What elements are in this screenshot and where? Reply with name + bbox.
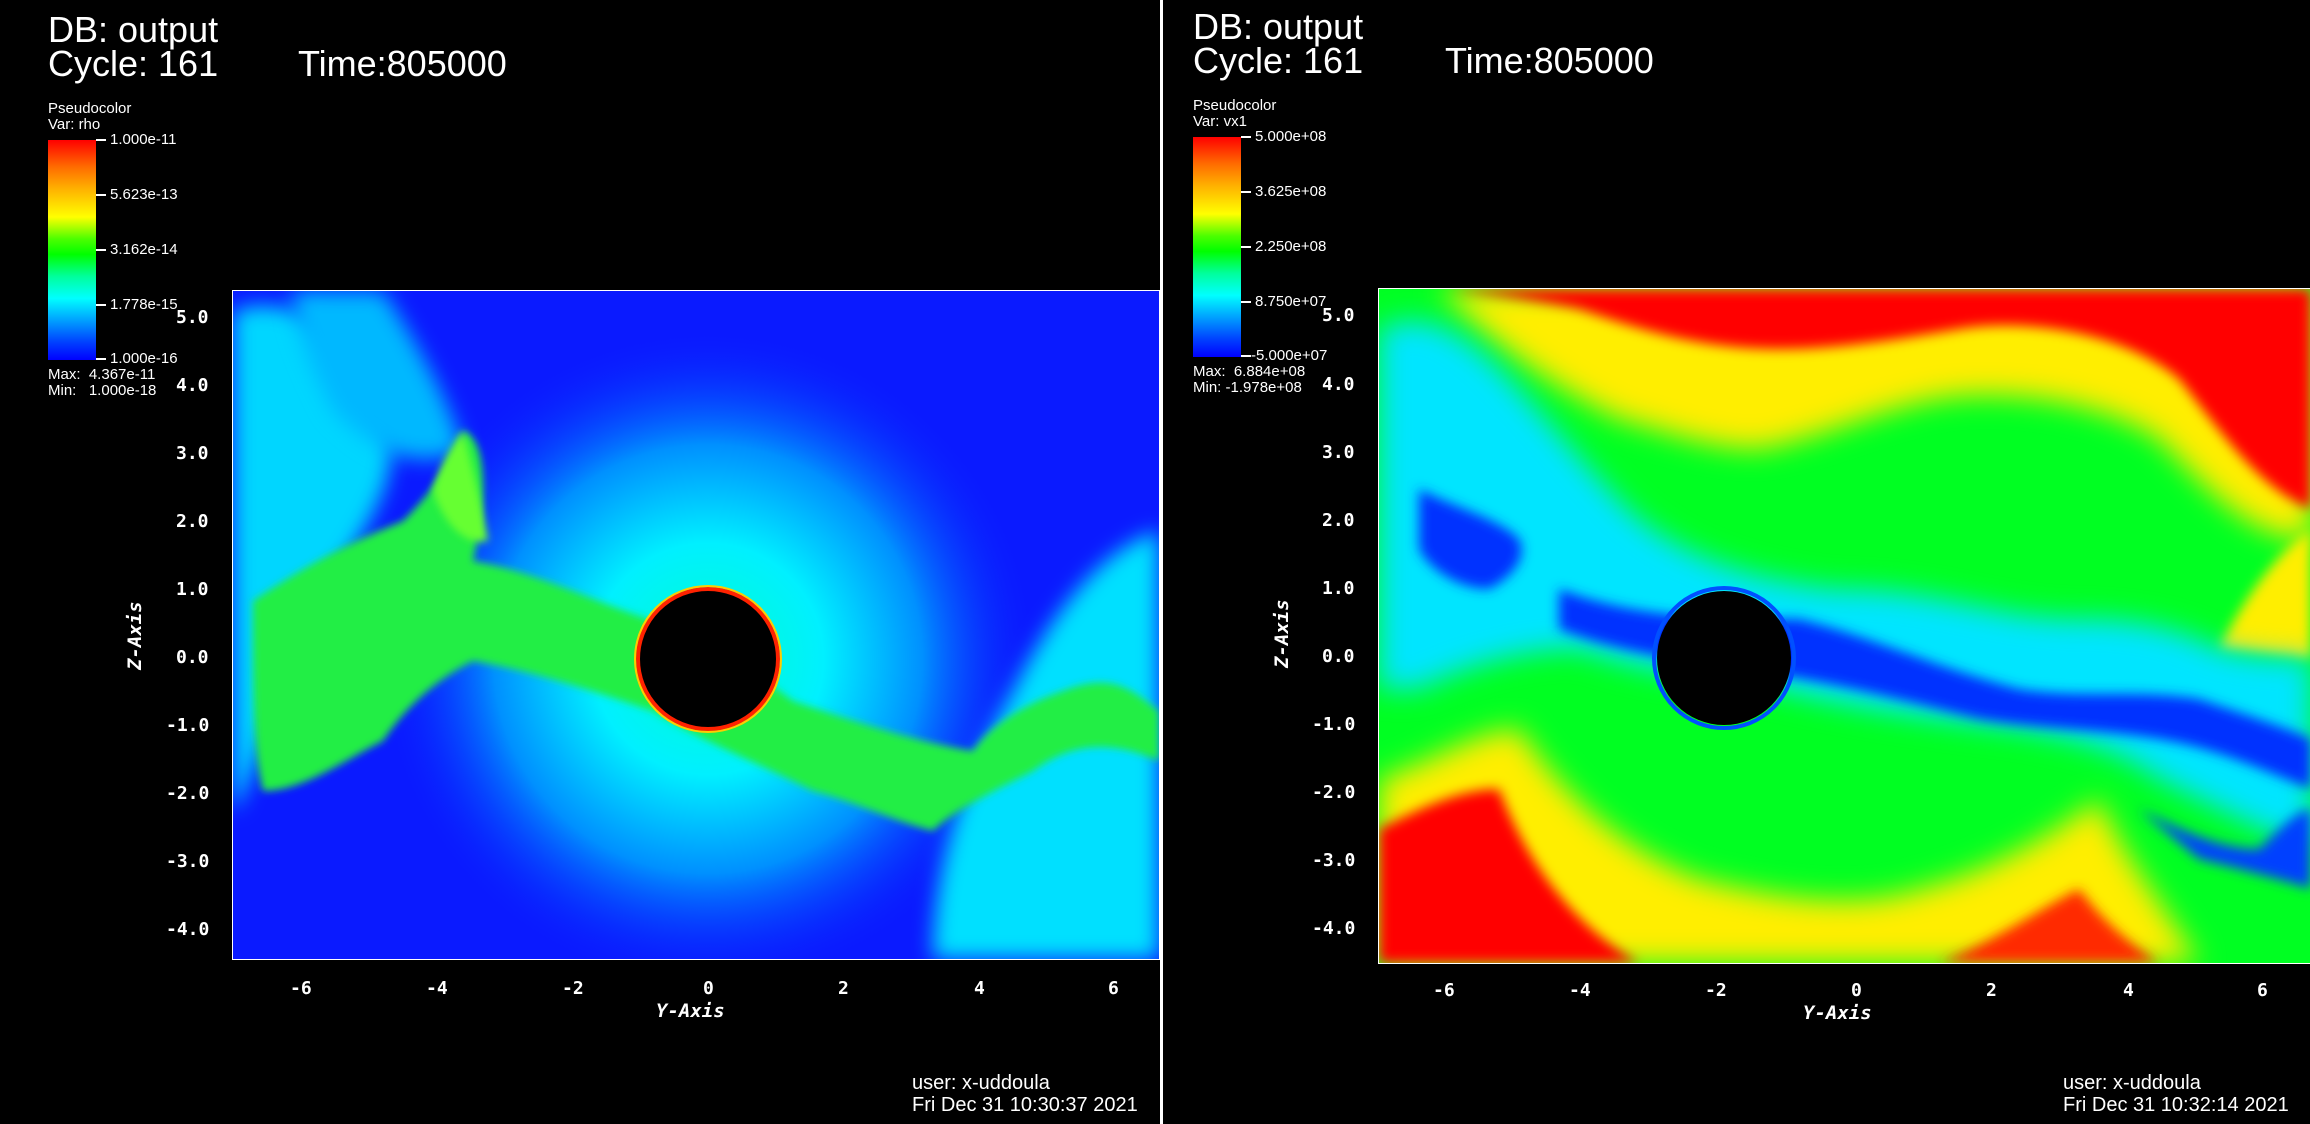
legend-min: Min: -1.978e+08 (1193, 379, 1302, 396)
cycle-label: Cycle: 161 (1193, 40, 1364, 81)
colorbar-tick (1241, 301, 1251, 303)
x-axis-label: Y-Axis (1803, 1002, 1872, 1024)
x-tick-label: -4 (426, 978, 448, 999)
x-tick-label: 6 (2257, 980, 2268, 1001)
time-label: Time:805000 (1445, 40, 1654, 81)
colorbar-tick (96, 249, 106, 251)
x-tick-label: -6 (1433, 980, 1455, 1001)
user-label: user: x-uddoula (2063, 1072, 2201, 1094)
database-label: DB: output (1193, 6, 1364, 47)
y-axis-label: Z-Axis (124, 601, 146, 670)
y-tick-label: 3.0 (1322, 442, 1355, 463)
y-tick-label: 1.0 (176, 579, 209, 600)
colorbar-tick-label: 5.000e+08 (1255, 128, 1327, 145)
x-tick-label: 0 (1851, 980, 1862, 1001)
colorbar-tick (96, 194, 106, 196)
legend-max: Max: 6.884e+08 (1193, 363, 1306, 380)
y-tick-label: 2.0 (1322, 510, 1355, 531)
y-tick-label: 4.0 (1322, 374, 1355, 395)
cycle-label: Cycle: 161 (48, 43, 219, 84)
y-tick-label: 1.0 (1322, 578, 1355, 599)
colorbar (1193, 137, 1241, 357)
colorbar-tick (1241, 355, 1251, 357)
legend-variable: Var: rho (48, 116, 101, 133)
y-tick-label: -3.0 (1312, 850, 1356, 871)
y-tick-label: -4.0 (166, 919, 210, 940)
y-tick-label: 5.0 (1322, 305, 1355, 326)
legend-title: Pseudocolor (1193, 97, 1277, 114)
x-tick-label: 6 (1108, 978, 1119, 999)
colorbar-tick-label: 8.750e+07 (1255, 293, 1327, 310)
panel-divider (1160, 0, 1163, 1124)
y-tick-label: -1.0 (166, 715, 210, 736)
colorbar-tick (1241, 191, 1251, 193)
x-tick-label: 4 (974, 978, 985, 999)
legend-variable: Var: vx1 (1193, 113, 1247, 130)
y-tick-label: -2.0 (166, 783, 210, 804)
x-tick-label: 0 (703, 978, 714, 999)
colorbar (48, 140, 96, 360)
right-visualization-panel: DB: output Cycle: 161 Time:805000 Pseudo… (1163, 0, 2310, 1124)
time-label: Time:805000 (298, 43, 507, 84)
colorbar-tick (1241, 246, 1251, 248)
colorbar-tick-label: -5.000e+07 (1251, 347, 1328, 364)
velocity-field (1379, 289, 2310, 963)
density-field (233, 291, 1159, 959)
y-tick-label: 2.0 (176, 511, 209, 532)
colorbar-tick-label: 3.625e+08 (1255, 183, 1327, 200)
y-tick-label: -3.0 (166, 851, 210, 872)
y-axis-label: Z-Axis (1271, 599, 1293, 668)
x-tick-label: 2 (1986, 980, 1997, 1001)
colorbar-tick-label: 1.000e-11 (110, 131, 177, 148)
y-tick-label: 0.0 (1322, 646, 1355, 667)
legend-min: Min: 1.000e-18 (48, 382, 157, 399)
y-tick-label: 5.0 (176, 307, 209, 328)
date-label: Fri Dec 31 10:30:37 2021 (912, 1094, 1138, 1116)
y-tick-label: -4.0 (1312, 918, 1356, 939)
user-label: user: x-uddoula (912, 1072, 1050, 1094)
density-plot (232, 290, 1160, 960)
colorbar-tick (96, 358, 106, 360)
legend-max: Max: 4.367e-11 (48, 366, 156, 383)
colorbar-tick-label: 1.000e-16 (110, 350, 178, 367)
colorbar-tick-label: 5.623e-13 (110, 186, 178, 203)
x-axis-label: Y-Axis (656, 1000, 725, 1022)
colorbar-tick-label: 2.250e+08 (1255, 238, 1327, 255)
x-tick-label: 4 (2123, 980, 2134, 1001)
y-tick-label: -2.0 (1312, 782, 1356, 803)
date-label: Fri Dec 31 10:32:14 2021 (2063, 1094, 2289, 1116)
left-visualization-panel: DB: output Cycle: 161 Time:805000 Pseudo… (48, 9, 1160, 1116)
colorbar-tick (96, 139, 106, 141)
x-tick-label: -2 (562, 978, 584, 999)
y-tick-label: 0.0 (176, 647, 209, 668)
x-tick-label: -2 (1705, 980, 1727, 1001)
colorbar-tick (1241, 136, 1251, 138)
colorbar-tick-label: 3.162e-14 (110, 241, 178, 258)
x-tick-label: 2 (838, 978, 849, 999)
colorbar-tick-label: 1.778e-15 (110, 296, 178, 313)
velocity-plot (1378, 288, 2310, 964)
colorbar-tick (96, 304, 106, 306)
x-tick-label: -4 (1569, 980, 1591, 1001)
y-tick-label: 3.0 (176, 443, 209, 464)
y-tick-label: 4.0 (176, 375, 209, 396)
y-tick-label: -1.0 (1312, 714, 1356, 735)
x-tick-label: -6 (290, 978, 312, 999)
legend-title: Pseudocolor (48, 100, 132, 117)
database-label: DB: output (48, 9, 219, 50)
